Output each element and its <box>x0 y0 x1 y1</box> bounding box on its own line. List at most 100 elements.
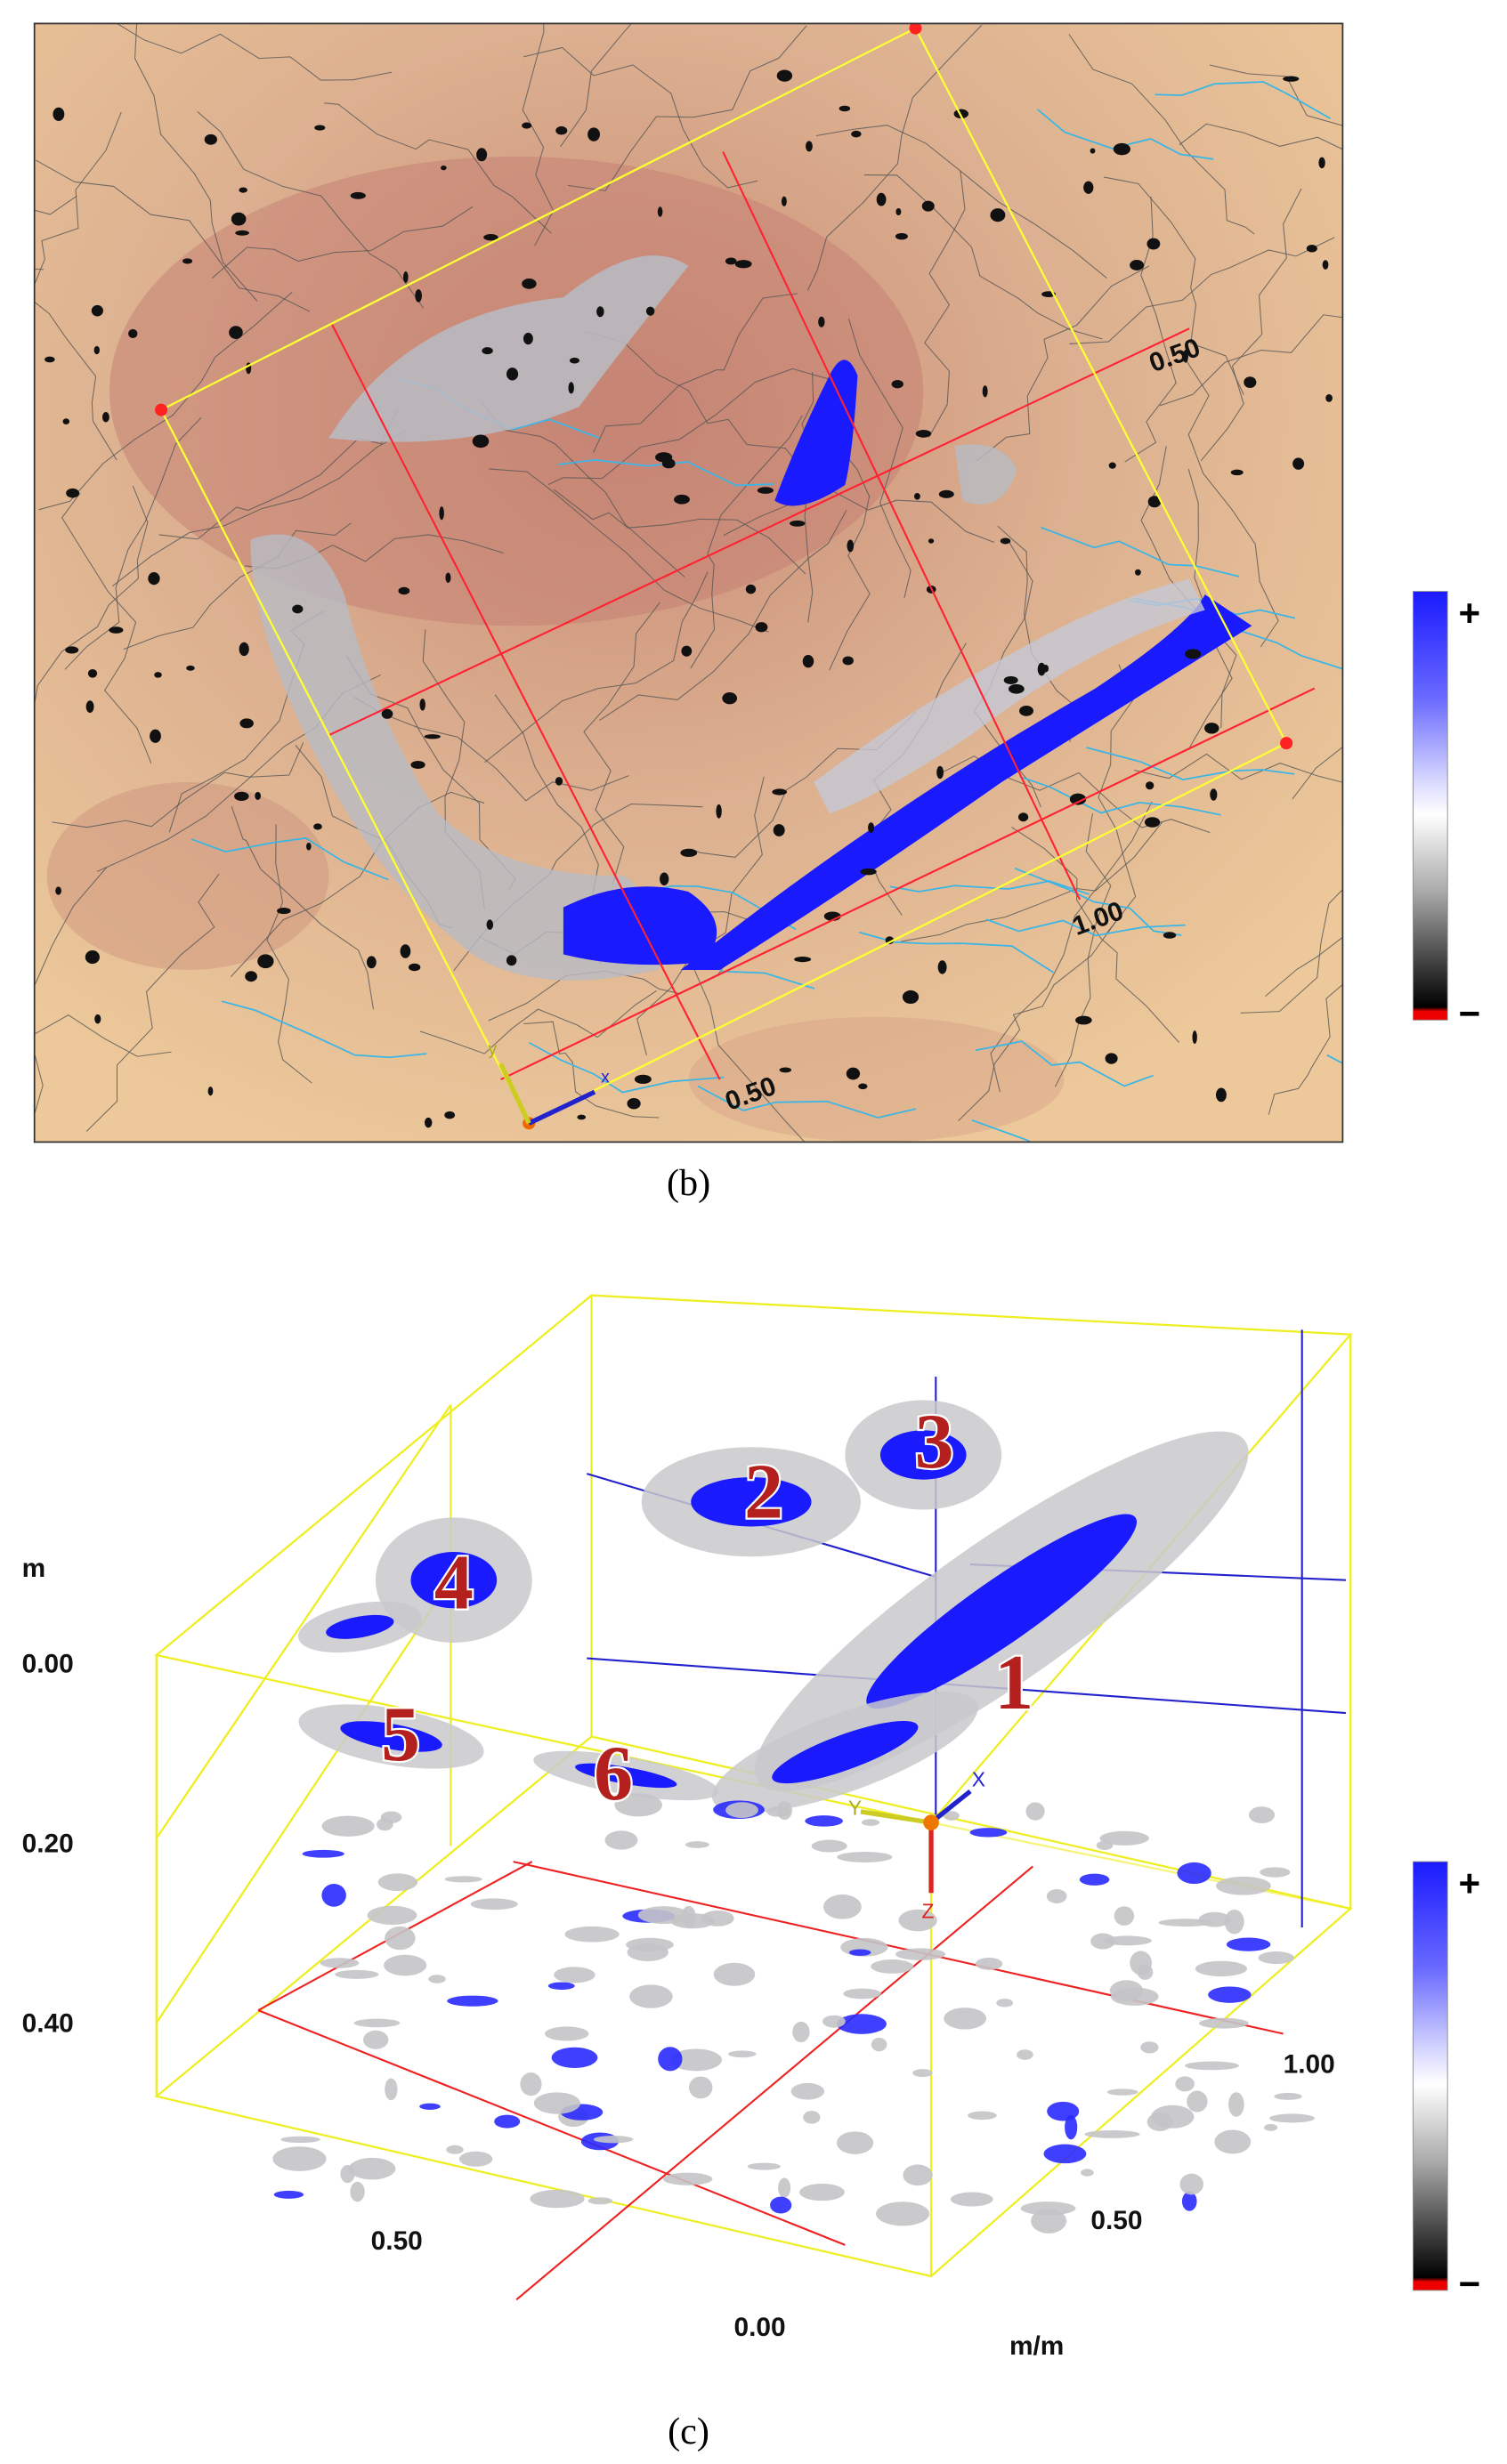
black-feature <box>186 665 195 671</box>
anomaly <box>680 594 1252 971</box>
contour-line <box>52 742 304 828</box>
anomaly-speck <box>614 1793 662 1817</box>
anomaly-speck <box>1025 1802 1045 1821</box>
anomaly-label: 2 <box>744 1449 783 1535</box>
axis-label: y <box>489 1040 498 1059</box>
black-feature <box>255 791 261 801</box>
anomaly-speck <box>837 1852 893 1862</box>
black-feature <box>486 919 494 930</box>
river <box>1036 109 1214 160</box>
axis-label: X <box>972 1768 985 1791</box>
anomaly <box>954 444 1017 505</box>
anomaly-speck <box>1248 1806 1276 1824</box>
contour-line <box>1209 64 1343 126</box>
map-panel: x y 0.50 1.00 0.50 <box>34 23 1343 1143</box>
origin <box>923 1814 939 1830</box>
black-feature <box>148 572 160 586</box>
black-feature <box>645 306 655 316</box>
black-feature <box>522 122 532 129</box>
anomaly-speck <box>725 1802 758 1819</box>
river <box>1014 867 1182 936</box>
black-feature <box>441 165 447 171</box>
black-feature <box>568 382 574 394</box>
red-grid <box>328 151 1316 1081</box>
contour-line <box>34 485 149 708</box>
black-feature <box>681 645 693 657</box>
contour-line <box>1133 753 1343 783</box>
anomaly-speck <box>302 1849 344 1858</box>
anomaly-speck <box>1106 2088 1138 2096</box>
black-feature <box>245 971 257 982</box>
black-feature <box>1090 148 1096 154</box>
depth-label: 0.00 <box>22 1649 74 1678</box>
anomaly-speck <box>836 2131 874 2154</box>
contour-line <box>1069 237 1335 344</box>
axis-arrow <box>498 1062 531 1125</box>
anomaly-speck <box>713 1962 756 1986</box>
anomaly <box>328 255 689 442</box>
black-feature <box>716 804 722 819</box>
anomaly-speck <box>1226 1937 1271 1951</box>
black-feature <box>1146 781 1155 790</box>
anomaly-speck <box>1099 1830 1149 1846</box>
anomaly-speck <box>1260 1867 1291 1878</box>
anomaly-speck <box>1175 2076 1195 2092</box>
anomaly-label: 1 <box>994 1640 1033 1726</box>
contour-line <box>34 111 122 287</box>
black-feature <box>868 822 875 833</box>
contour-line <box>197 110 425 309</box>
soil-patch <box>688 1016 1065 1143</box>
black-feature <box>415 289 422 303</box>
contour-line <box>1124 197 1177 463</box>
contour-line <box>1240 888 1343 1014</box>
anomaly-speck <box>1263 2123 1278 2131</box>
anomaly-speck <box>662 2172 713 2185</box>
anomaly-label: 5 <box>381 1692 420 1778</box>
black-feature <box>851 130 862 138</box>
axis-unit: m/m <box>1009 2331 1064 2361</box>
anomaly-speck <box>1017 2049 1033 2060</box>
black-feature <box>1000 537 1011 545</box>
anomaly <box>774 360 858 506</box>
black-feature <box>902 990 920 1005</box>
anomaly-speck <box>458 2151 493 2167</box>
colorbar-label: + <box>1459 1862 1481 1904</box>
black-feature <box>313 823 322 830</box>
black-feature <box>790 520 806 527</box>
black-feature <box>806 141 813 152</box>
axis-label: Z <box>921 1899 934 1922</box>
anomaly-speck <box>1046 1888 1067 1904</box>
map-border <box>33 22 1344 1143</box>
black-feature <box>400 944 411 958</box>
black-feature <box>674 494 690 505</box>
black-feature <box>1292 457 1305 470</box>
black-feature <box>680 848 698 857</box>
black-feature <box>781 196 787 206</box>
black-feature <box>292 604 304 614</box>
black-feature <box>445 572 451 583</box>
anomaly-speck <box>871 2037 887 2052</box>
black-feature <box>1075 1015 1092 1025</box>
anomaly-speck <box>604 1830 638 1850</box>
contour-line <box>34 1053 44 1117</box>
anomaly-speck <box>1179 2173 1203 2195</box>
contour-line <box>1179 123 1343 150</box>
contour-line <box>1104 176 1244 395</box>
black-feature <box>555 125 568 135</box>
contour-line <box>489 468 769 633</box>
black-feature <box>773 824 785 836</box>
black-feature <box>85 700 94 713</box>
contour-line <box>61 492 152 763</box>
black-feature <box>55 886 61 895</box>
anomaly-speck <box>837 2014 887 2034</box>
anomaly <box>814 578 1205 814</box>
anomaly-speck <box>447 1995 498 2007</box>
axis-label: 0.50 <box>1090 2206 1142 2235</box>
black-feature <box>1163 932 1177 939</box>
black-feature <box>207 1087 214 1096</box>
black-feature <box>1216 1087 1227 1103</box>
black-feature <box>45 356 55 363</box>
contour-line <box>847 318 911 598</box>
anomaly-speck <box>564 1926 620 1943</box>
